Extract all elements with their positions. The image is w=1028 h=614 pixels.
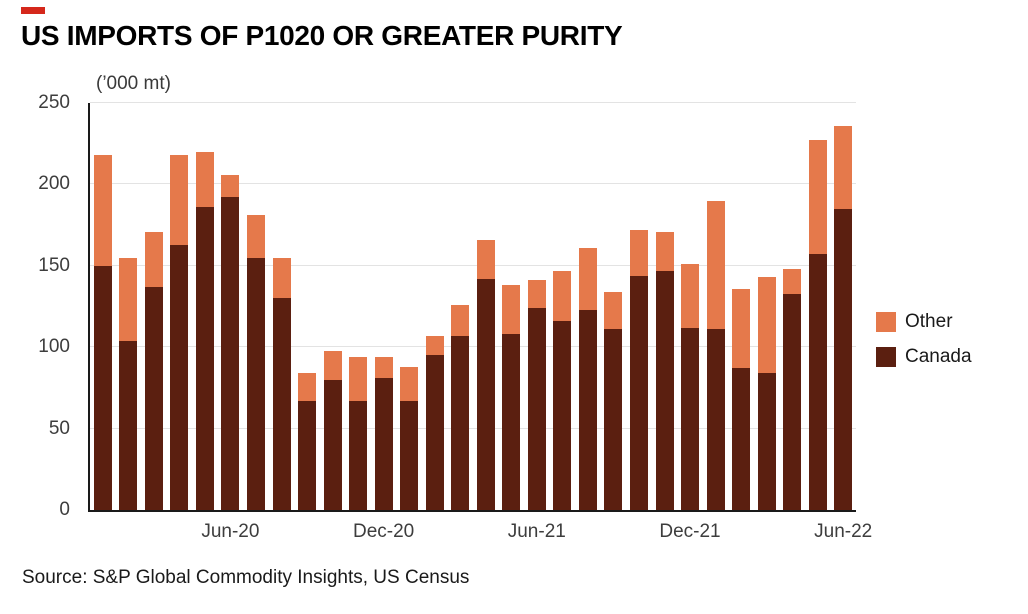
- legend-label-canada: Canada: [905, 346, 972, 367]
- legend-item-other: Other: [876, 311, 972, 333]
- y-tick-label-200: 200: [38, 173, 70, 195]
- bar-segment-canada-oct-21: [630, 275, 648, 510]
- bar-segment-canada-mar-20: [145, 287, 163, 510]
- bar-segment-other-jan-22: [707, 200, 725, 330]
- y-tick-label-150: 150: [38, 254, 70, 276]
- bar-segment-other-apr-21: [477, 239, 495, 279]
- bar-segment-canada-aug-20: [273, 298, 291, 510]
- bar-segment-other-sep-21: [604, 291, 622, 330]
- bar-segment-canada-jun-22: [834, 208, 852, 510]
- bar-segment-canada-feb-22: [732, 368, 750, 510]
- bar-segment-canada-jul-20: [247, 257, 265, 510]
- bar-segment-canada-mar-22: [758, 373, 776, 510]
- bar-segment-canada-aug-21: [579, 309, 597, 510]
- bar-segment-other-jun-22: [834, 125, 852, 209]
- bar-segment-other-oct-20: [324, 350, 342, 380]
- y-axis-unit-label: (’000 mt): [96, 73, 171, 94]
- bar-segment-other-aug-20: [273, 257, 291, 299]
- bar-segment-canada-dec-20: [375, 378, 393, 510]
- bar-segment-canada-feb-21: [426, 355, 444, 510]
- bar-segment-other-feb-22: [732, 288, 750, 369]
- bar-segment-canada-jun-21: [528, 308, 546, 510]
- legend-swatch-other: [876, 312, 896, 332]
- legend-item-canada: Canada: [876, 346, 972, 368]
- bar-segment-other-jun-21: [528, 280, 546, 309]
- bar-segment-other-nov-20: [349, 356, 367, 401]
- bar-segment-canada-sep-21: [604, 329, 622, 510]
- y-tick-label-0: 0: [59, 499, 70, 520]
- bar-segment-canada-jan-22: [707, 329, 725, 510]
- gridline-150: [90, 264, 856, 266]
- bar-segment-other-oct-21: [630, 230, 648, 276]
- brand-mark: [21, 7, 45, 14]
- gridline-100: [90, 346, 856, 348]
- bar-segment-other-jul-20: [247, 215, 265, 258]
- y-axis-tick-labels: 0 50 100 150 200 250: [18, 93, 80, 520]
- x-tick-label-dec-21: Dec-21: [659, 521, 721, 542]
- y-tick-label-50: 50: [48, 417, 70, 439]
- bar-segment-canada-may-20: [196, 207, 214, 510]
- bar-segment-canada-may-21: [502, 334, 520, 510]
- x-tick-label-dec-20: Dec-20: [352, 521, 415, 542]
- y-tick-label-100: 100: [38, 336, 70, 358]
- chart-legend: Other Canada: [876, 311, 972, 381]
- bar-segment-other-jul-21: [553, 270, 571, 322]
- bar-segment-other-jan-21: [400, 366, 418, 401]
- y-tick-label-250: 250: [38, 92, 70, 113]
- bar-segment-other-mar-20: [145, 231, 163, 287]
- bar-segment-other-mar-21: [451, 304, 469, 336]
- bar-segment-other-may-20: [196, 151, 214, 208]
- bar-segment-other-feb-21: [426, 335, 444, 356]
- bar-segment-canada-apr-21: [477, 278, 495, 510]
- bar-segment-other-may-21: [502, 285, 520, 335]
- bar-segment-canada-feb-20: [119, 340, 137, 510]
- chart-title: US IMPORTS OF P1020 OR GREATER PURITY: [21, 20, 623, 51]
- bar-segment-other-apr-20: [170, 155, 188, 245]
- x-tick-label-jun-21: Jun-21: [507, 521, 566, 542]
- gridline-50: [90, 427, 856, 429]
- bar-segment-canada-jun-20: [221, 197, 239, 510]
- source-attribution: Source: S&P Global Commodity Insights, U…: [22, 567, 470, 588]
- bar-segment-other-dec-20: [375, 356, 393, 379]
- bar-segment-canada-nov-21: [656, 270, 674, 510]
- gridline-200: [90, 183, 856, 185]
- bar-segment-canada-apr-22: [783, 293, 801, 510]
- bar-segment-other-aug-21: [579, 247, 597, 310]
- plot-area: [88, 102, 856, 512]
- legend-label-other: Other: [905, 311, 953, 332]
- bar-segment-canada-nov-20: [349, 400, 367, 510]
- bar-segment-canada-jan-21: [400, 400, 418, 510]
- legend-swatch-canada: [876, 347, 896, 367]
- bar-segment-other-jan-20: [94, 155, 112, 266]
- bar-segment-other-mar-22: [758, 277, 776, 374]
- bar-segment-other-nov-21: [656, 231, 674, 271]
- x-tick-label-jun-22: Jun-22: [814, 521, 873, 542]
- x-axis-tick-labels: Jun-20 Dec-20 Jun-21 Dec-21 Jun-22: [90, 521, 872, 545]
- bar-segment-other-feb-20: [119, 257, 137, 341]
- bar-segment-canada-dec-21: [681, 327, 699, 510]
- bar-segment-canada-apr-20: [170, 244, 188, 510]
- x-tick-label-jun-20: Jun-20: [201, 521, 260, 542]
- bar-segment-other-jun-20: [221, 174, 239, 198]
- bar-segment-canada-jan-20: [94, 265, 112, 510]
- bar-segment-other-may-22: [809, 140, 827, 255]
- gridline-250: [90, 102, 856, 103]
- bar-segment-other-sep-20: [298, 373, 316, 401]
- bar-segment-canada-oct-20: [324, 379, 342, 510]
- bar-segment-other-apr-22: [783, 269, 801, 294]
- bar-segment-canada-sep-20: [298, 400, 316, 510]
- bar-segment-other-dec-21: [681, 264, 699, 328]
- bar-segment-canada-may-22: [809, 254, 827, 510]
- bar-segment-canada-jul-21: [553, 321, 571, 510]
- bar-segment-canada-mar-21: [451, 335, 469, 510]
